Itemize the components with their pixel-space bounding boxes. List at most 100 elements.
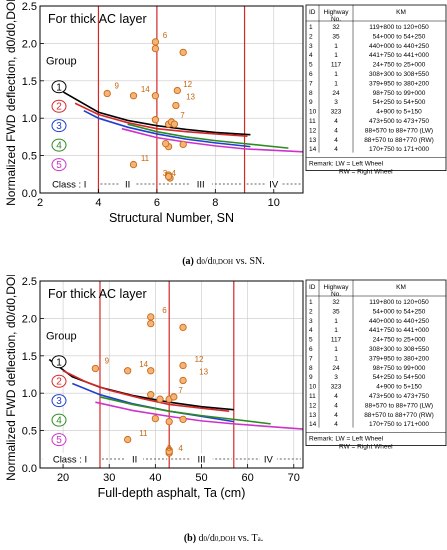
table-cell-id: 4 [309, 52, 313, 59]
data-point [179, 323, 187, 332]
legend-marker-group-2 [51, 99, 67, 113]
table-cell-id: 11 [309, 393, 316, 400]
point-id-label: 4 [172, 169, 177, 178]
table-cell-highway: 4 [334, 402, 338, 409]
legend-label-group-2: 2 [56, 377, 62, 388]
plot-frame [39, 5, 304, 194]
table-cell-highway: 32 [332, 299, 340, 306]
table-cell-highway: 1 [334, 71, 338, 78]
table-cell-km: 441+750 to 441+000 [369, 52, 429, 59]
point-id-label: 6 [162, 306, 167, 315]
class-label: IV [264, 455, 274, 466]
legend-label-group-2: 2 [56, 102, 62, 113]
data-point [164, 172, 173, 181]
data-point [129, 160, 138, 169]
trend-curve-group-1 [62, 91, 251, 136]
table-remark: Remark: LW = Left Wheel [309, 161, 384, 168]
table-cell-km: 24+750 to 25+000 [373, 62, 426, 69]
data-point [151, 38, 160, 46]
y-tick-label: 0.5 [22, 151, 37, 163]
table-cell-highway: 4 [334, 137, 338, 144]
plot-frame [39, 280, 304, 469]
table-header-km: KM [396, 9, 406, 16]
point-id-label: 13 [199, 368, 208, 377]
data-point [151, 116, 160, 124]
legend-label-group-5: 5 [56, 160, 62, 171]
caption-a: (a) d0/d0,DOH vs. SN. [182, 256, 265, 267]
class-label: III [198, 455, 206, 466]
y-tick-label: 0.0 [22, 188, 37, 200]
x-tick-label: 60 [242, 472, 254, 484]
y-tick-label: 2.0 [22, 313, 37, 325]
table-cell-km: 98+750 to 99+000 [373, 90, 426, 97]
table-cell-km: 170+750 to 171+000 [369, 146, 429, 153]
legend-marker-group-4 [51, 138, 67, 152]
y-tick-label: 2.5 [22, 1, 37, 13]
x-tick-label: 50 [195, 472, 207, 484]
trend-curve-group-5 [121, 127, 304, 153]
data-point [91, 364, 100, 373]
data-point [172, 101, 180, 110]
x-tick-label: 70 [288, 472, 300, 484]
data-point [165, 417, 173, 426]
x-axis-label: Structural Number, SN [109, 211, 234, 225]
table-cell-km: 379+950 to 380+200 [369, 355, 429, 362]
table-cell-highway: 32 [332, 24, 340, 31]
y-tick-label: 0.5 [22, 426, 37, 438]
legend-marker-group-2 [51, 374, 67, 388]
data-point [103, 89, 111, 98]
table-cell-highway: 323 [331, 109, 342, 116]
table-cell-highway: 117 [331, 62, 342, 69]
table-cell-id: 8 [309, 365, 313, 372]
table-cell-km: 473+500 to 473+750 [369, 118, 429, 125]
table-cell-km: 440+000 to 440+250 [369, 43, 429, 50]
table-cell-km: 473+500 to 473+750 [369, 393, 429, 400]
table-remark: RW = Right Wheel [339, 169, 393, 176]
table-cell-highway: 24 [332, 90, 340, 97]
data-point [179, 376, 187, 385]
table-cell-km: 88+570 to 88+770 (RW) [364, 412, 434, 419]
data-point [179, 415, 187, 424]
table-cell-highway: 1 [334, 355, 338, 362]
point-id-label: 12 [195, 355, 204, 364]
table-cell-id: 2 [309, 308, 313, 315]
class-label: II [125, 180, 130, 191]
table-cell-id: 1 [309, 24, 313, 31]
table-cell-id: 6 [309, 71, 313, 78]
table-cell-km: 4+900 to 5+150 [376, 109, 422, 116]
panel-a: Class : I II III IV 3 4 6 7 9 11 12 13 14 2 4 6 8 10 0.0 0.… [4, 0, 447, 267]
panel-b: Class : I II III IV 3 4 6 7 9 11 12 13 14 20 30 40 50 60 7… [0, 275, 447, 550]
table-header-no: No. [331, 16, 341, 23]
chart-title: For thick AC layer [48, 12, 147, 26]
point-id-label: 7 [180, 111, 185, 120]
table-header-id: ID [309, 9, 316, 16]
y-axis-label: Normalized FWD deflection, d0/d0,DOH [4, 275, 18, 481]
legend-marker-group-4 [51, 413, 67, 427]
table-cell-id: 7 [309, 80, 313, 87]
table-cell-km: 88+570 to 88+770 (RW) [364, 137, 434, 144]
table-cell-id: 4 [309, 327, 313, 334]
table-cell-km: 4+900 to 5+150 [376, 384, 422, 391]
class-label: II [132, 455, 137, 466]
table-header-highway: Highway [324, 9, 350, 16]
class-label-bg [126, 453, 144, 466]
point-id-label: 3 [167, 444, 172, 453]
table-cell-km: 54+000 to 54+250 [373, 308, 426, 315]
x-tick-label: 4 [95, 197, 101, 209]
data-point [151, 414, 160, 423]
table-cell-id: 10 [309, 384, 317, 391]
x-tick-label: 8 [212, 197, 218, 209]
data-point [124, 367, 132, 375]
x-tick-label: 30 [103, 472, 115, 484]
table-cell-id: 3 [309, 318, 313, 325]
point-id-label: 4 [178, 444, 183, 453]
table-cell-id: 10 [309, 109, 317, 116]
data-point [179, 48, 187, 57]
table-cell-id: 5 [309, 337, 313, 344]
table-cell-id: 14 [309, 421, 317, 428]
class-label-bg [189, 178, 212, 191]
y-tick-label: 1.5 [22, 351, 37, 363]
trend-curve-group-4 [99, 396, 271, 425]
data-point [147, 313, 155, 321]
table-cell-highway: 24 [332, 365, 340, 372]
